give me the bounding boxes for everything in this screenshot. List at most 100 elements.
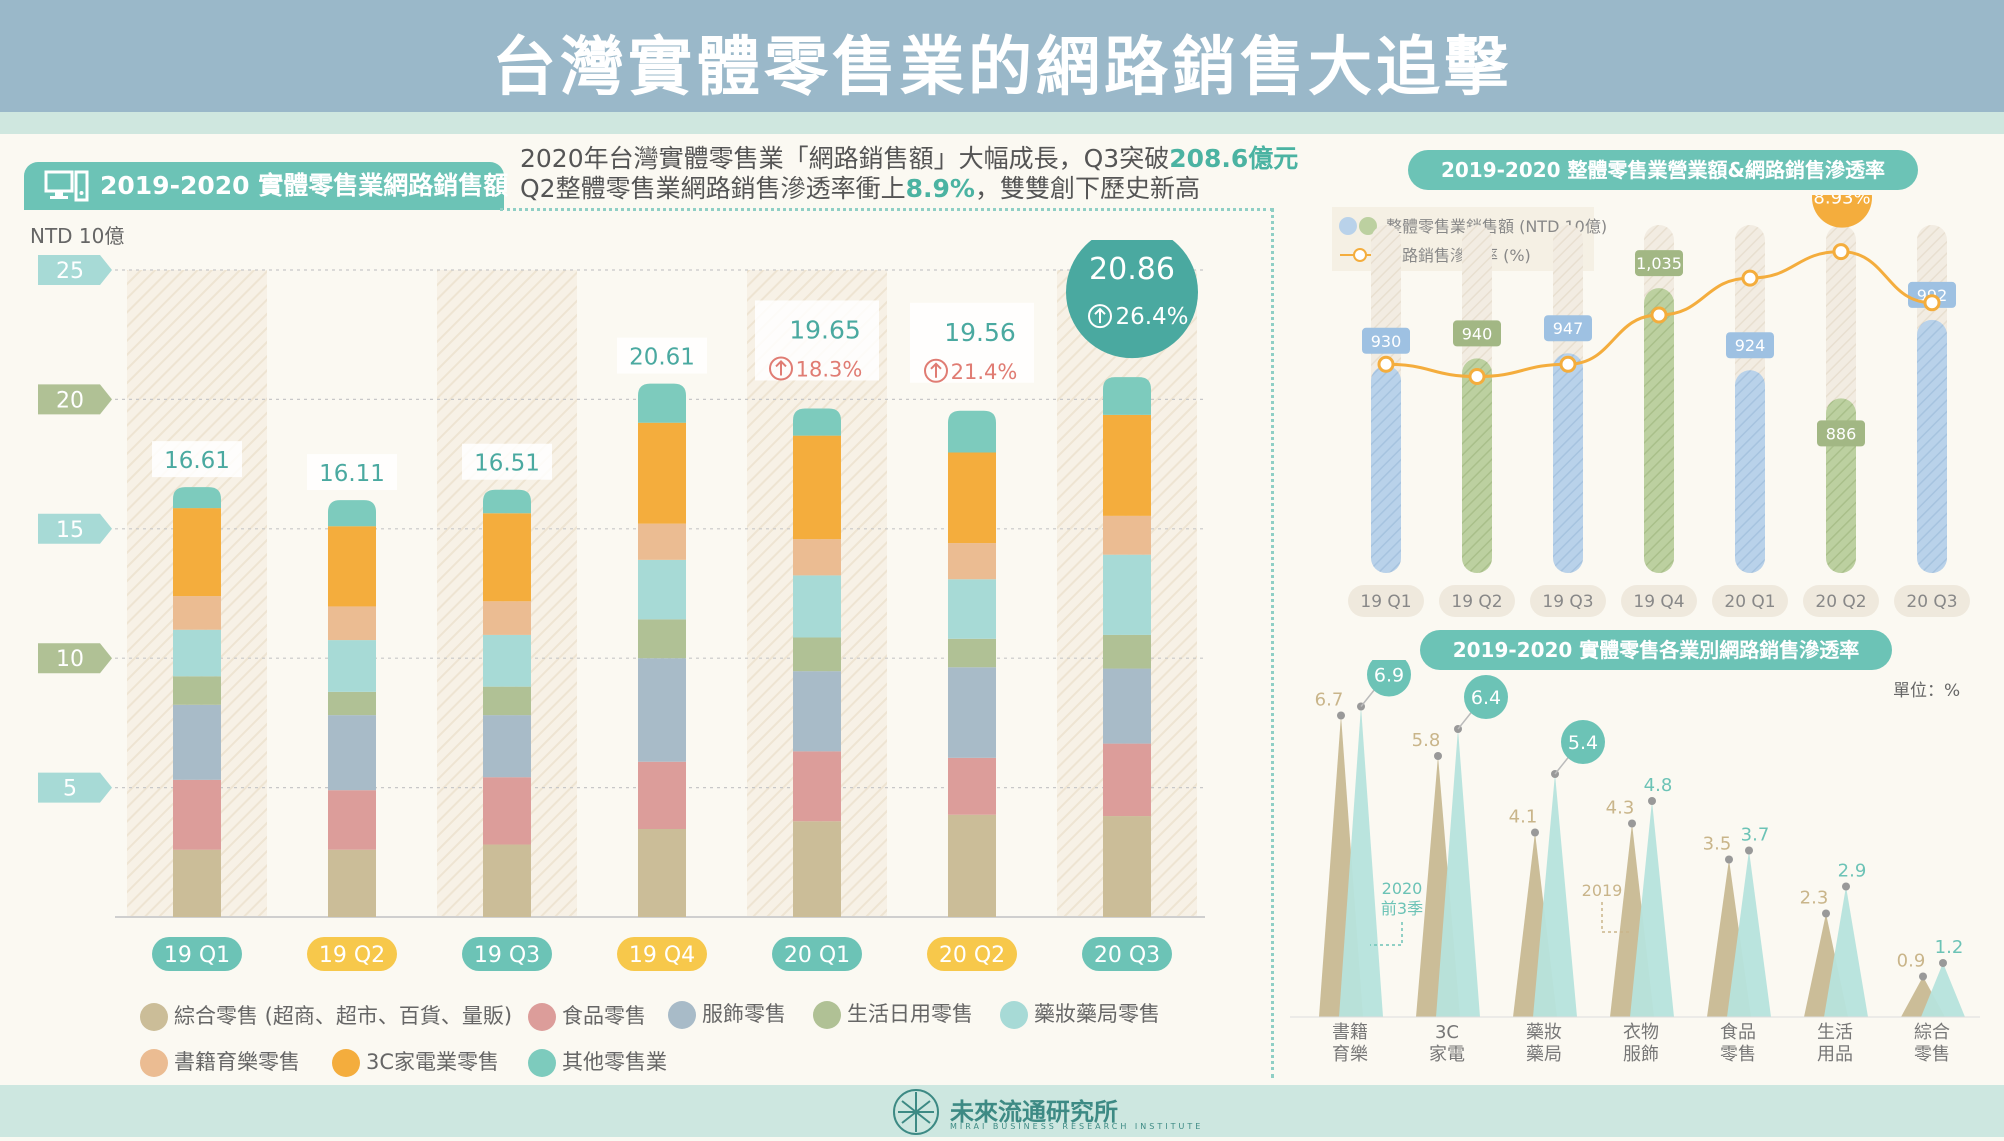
revenue-bar xyxy=(1735,370,1765,573)
bar-segment xyxy=(948,814,996,917)
bar-total-label: 19.65 xyxy=(789,315,861,344)
up-arrow-icon xyxy=(1088,304,1112,329)
bar-segment xyxy=(173,704,221,780)
peak-marker xyxy=(1648,797,1656,805)
legend-swatch xyxy=(528,1049,556,1077)
category-label: 用品 xyxy=(1817,1044,1853,1065)
bar-segment xyxy=(1103,554,1151,635)
header-banner xyxy=(0,0,2004,112)
legend-item: 生活日用零售 xyxy=(813,998,973,1029)
revenue-bar xyxy=(1644,288,1674,573)
penetration-point xyxy=(1923,294,1941,312)
value-label-2020: 2.9 xyxy=(1838,861,1867,882)
penetration-highlight xyxy=(1812,195,1872,228)
bar-segment xyxy=(638,523,686,560)
logo-subtext: MIRAI BUSINESS RESEARCH INSTITUTE xyxy=(950,1122,1204,1131)
bar-total-label: 20.86 xyxy=(1089,252,1175,287)
y-tick-label: 25 xyxy=(56,259,84,284)
highlight-bubble xyxy=(1066,240,1198,359)
revenue-label: 886 xyxy=(1817,420,1865,447)
legend-swatch xyxy=(1000,1001,1028,1029)
peak-marker xyxy=(1939,959,1947,967)
bar-segment xyxy=(638,383,686,423)
bar-segment xyxy=(328,849,376,917)
right-bottom-unit: 單位：% xyxy=(1893,681,1961,701)
left-panel-title-text: 2019-2020 實體零售業網路銷售額 xyxy=(100,171,509,200)
revenue-value: 940 xyxy=(1462,324,1493,343)
rt-category-pill: 19 Q3 xyxy=(1530,585,1606,617)
bar-segment xyxy=(483,777,531,845)
value-bubble xyxy=(1561,720,1605,764)
bar-segment xyxy=(638,619,686,659)
value-label-2020: 4.8 xyxy=(1644,775,1673,796)
bar-segment xyxy=(483,686,531,716)
category-label: 20 Q2 xyxy=(939,943,1005,968)
growth-label: 18.3% xyxy=(796,357,863,381)
bar-segment xyxy=(483,634,531,687)
headline-highlight-rate: 8.9% xyxy=(905,174,975,203)
y-tick-badge: 20 xyxy=(38,384,112,415)
y-tick-label: 15 xyxy=(56,518,84,543)
header-strip xyxy=(0,112,2004,134)
bar-segment xyxy=(328,606,376,641)
up-arrow-glyph xyxy=(775,360,787,376)
bar-total-label: 19.56 xyxy=(944,318,1016,347)
penetration-2020-peak xyxy=(1824,886,1868,1017)
bar-segment xyxy=(793,671,841,752)
category-pill: 20 Q3 xyxy=(1082,937,1172,971)
penetration-point xyxy=(1832,243,1850,261)
bar-segment xyxy=(328,640,376,692)
revenue-value: 924 xyxy=(1735,336,1766,355)
bar-segment xyxy=(948,667,996,758)
bar-segment xyxy=(793,435,841,540)
category-label: 19 Q2 xyxy=(319,943,385,968)
revenue-label: 924 xyxy=(1726,332,1774,359)
category-label: 食品 xyxy=(1720,1022,1756,1043)
category-label: 20 Q3 xyxy=(1094,943,1160,968)
rt-category-label: 20 Q3 xyxy=(1906,592,1957,612)
bar-segment xyxy=(328,715,376,791)
y-tick-label: 20 xyxy=(56,388,84,413)
legend-swatch xyxy=(528,1003,556,1031)
growth-label: 26.4% xyxy=(1115,304,1188,330)
rt-category-pill: 20 Q2 xyxy=(1803,585,1879,617)
legend-label: 3C家電業零售 xyxy=(366,1050,500,1074)
peak-marker xyxy=(1842,882,1850,891)
category-label: 19 Q4 xyxy=(629,943,695,968)
revenue-bar xyxy=(1553,353,1583,573)
legend-item: 食品零售 xyxy=(528,1000,646,1031)
category-label: 衣物 xyxy=(1623,1022,1659,1043)
bar-segment xyxy=(638,761,686,830)
value-label-2019: 4.3 xyxy=(1606,798,1635,819)
headline-line-2-text: Q2整體零售業網路銷售滲透率衝上 xyxy=(520,174,906,203)
left-panel-title: 2019-2020 實體零售業網路銷售額 xyxy=(24,162,508,210)
legend-item: 3C家電業零售 xyxy=(332,1046,499,1077)
frame-divider-vertical xyxy=(1271,208,1274,1078)
headline-line-1-text: 2020年台灣實體零售業「網路銷售額」大幅成長，Q3突破 xyxy=(520,144,1170,173)
headline-line-1: 2020年台灣實體零售業「網路銷售額」大幅成長，Q3突破208.6億元 xyxy=(520,144,1298,174)
legend-label: 藥妝藥局零售 xyxy=(1034,1002,1160,1026)
penetration-point xyxy=(1377,355,1395,373)
rt-category-label: 19 Q4 xyxy=(1633,592,1684,612)
bar-total-label: 16.51 xyxy=(474,451,540,477)
category-pill: 20 Q1 xyxy=(772,937,862,971)
bar-segment xyxy=(948,579,996,639)
rt-category-label: 20 Q1 xyxy=(1724,592,1775,612)
legend-swatch xyxy=(668,1001,696,1029)
legend-item: 書籍育樂零售 xyxy=(140,1046,300,1077)
revenue-bar xyxy=(1917,319,1947,573)
bar-segment xyxy=(1103,414,1151,516)
peak-marker xyxy=(1628,819,1636,828)
legend-label: 服飾零售 xyxy=(702,1002,786,1026)
bar-segment xyxy=(638,829,686,917)
legend-label: 生活日用零售 xyxy=(847,1002,973,1026)
peak-marker xyxy=(1434,752,1442,760)
peak-marker xyxy=(1337,711,1345,720)
revenue-value: 947 xyxy=(1553,319,1584,338)
right-bottom-title: 2019-2020 實體零售各業別網路銷售滲透率 xyxy=(1420,630,1892,670)
bar-segment xyxy=(948,757,996,815)
penetration-2020-peak xyxy=(1727,850,1771,1017)
bar-segment xyxy=(638,559,686,620)
bar-segment xyxy=(173,508,221,597)
bar-segment xyxy=(948,638,996,668)
